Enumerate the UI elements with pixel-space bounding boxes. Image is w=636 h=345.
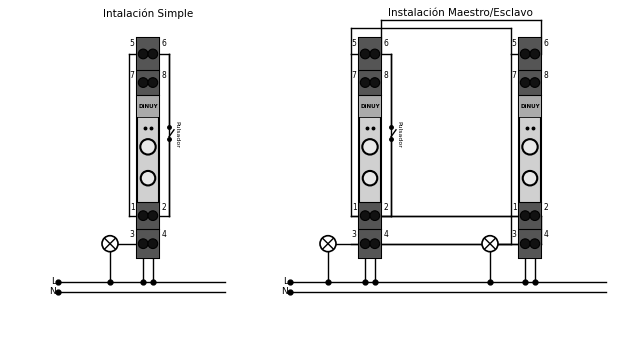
Bar (359, 38, 381, 70)
Bar (359, 38, 381, 258)
Text: DiNUY: DiNUY (138, 104, 158, 109)
Text: 4: 4 (384, 230, 389, 239)
Circle shape (530, 78, 540, 87)
Text: 8: 8 (544, 71, 548, 80)
Text: 6: 6 (384, 39, 389, 48)
Circle shape (370, 239, 380, 248)
Bar (519, 95, 541, 117)
Circle shape (520, 78, 530, 87)
Circle shape (148, 239, 158, 248)
Text: DiNUY: DiNUY (360, 104, 380, 109)
Text: 3: 3 (130, 230, 134, 239)
Circle shape (138, 49, 148, 59)
Bar (359, 202, 381, 229)
Bar (137, 202, 159, 229)
Text: 5: 5 (352, 39, 357, 48)
Text: 4: 4 (162, 230, 167, 239)
Text: 7: 7 (352, 71, 357, 80)
Bar (137, 70, 159, 95)
Circle shape (520, 239, 530, 248)
Bar (519, 38, 541, 70)
Circle shape (530, 211, 540, 220)
Bar (137, 95, 159, 117)
Circle shape (363, 139, 378, 155)
Circle shape (520, 211, 530, 220)
Circle shape (138, 239, 148, 248)
Circle shape (141, 171, 155, 186)
Text: N: N (281, 287, 288, 296)
Text: Instalación Maestro/Esclavo: Instalación Maestro/Esclavo (387, 8, 532, 18)
Text: 4: 4 (544, 230, 548, 239)
Circle shape (361, 49, 370, 59)
Circle shape (370, 211, 380, 220)
Bar (519, 38, 541, 258)
Text: 7: 7 (130, 71, 134, 80)
Text: 1: 1 (352, 203, 357, 212)
Text: 2: 2 (544, 203, 548, 212)
Text: 2: 2 (384, 203, 388, 212)
Bar (519, 229, 541, 258)
Bar (359, 229, 381, 258)
Bar (137, 38, 159, 70)
Circle shape (102, 236, 118, 252)
Circle shape (148, 78, 158, 87)
Circle shape (320, 236, 336, 252)
Text: Pulsador: Pulsador (174, 121, 179, 148)
Text: 1: 1 (512, 203, 516, 212)
Text: 1: 1 (130, 203, 134, 212)
Circle shape (370, 78, 380, 87)
Text: 3: 3 (511, 230, 516, 239)
Circle shape (138, 78, 148, 87)
Circle shape (520, 49, 530, 59)
Bar (519, 202, 541, 229)
Circle shape (138, 211, 148, 220)
Text: 8: 8 (384, 71, 388, 80)
Text: Intalación Simple: Intalación Simple (103, 8, 193, 19)
Text: N: N (49, 287, 56, 296)
Text: L: L (51, 277, 56, 286)
Text: DiNUY: DiNUY (520, 104, 540, 109)
Circle shape (363, 171, 377, 186)
Text: Pulsador: Pulsador (396, 121, 401, 148)
Circle shape (148, 211, 158, 220)
Bar (137, 229, 159, 258)
Circle shape (361, 78, 370, 87)
Text: L: L (283, 277, 288, 286)
Circle shape (370, 49, 380, 59)
Circle shape (523, 171, 537, 186)
Text: 3: 3 (352, 230, 357, 239)
Circle shape (530, 49, 540, 59)
Text: 7: 7 (511, 71, 516, 80)
Circle shape (530, 239, 540, 248)
Bar (519, 70, 541, 95)
Text: 8: 8 (162, 71, 166, 80)
Text: 6: 6 (544, 39, 548, 48)
Circle shape (148, 49, 158, 59)
Circle shape (482, 236, 498, 252)
Bar (137, 38, 159, 258)
Text: 2: 2 (162, 203, 166, 212)
Circle shape (522, 139, 537, 155)
Text: 5: 5 (130, 39, 134, 48)
Bar (359, 95, 381, 117)
Bar (359, 70, 381, 95)
Circle shape (141, 139, 156, 155)
Text: 5: 5 (511, 39, 516, 48)
Circle shape (361, 211, 370, 220)
Text: 6: 6 (162, 39, 167, 48)
Circle shape (361, 239, 370, 248)
